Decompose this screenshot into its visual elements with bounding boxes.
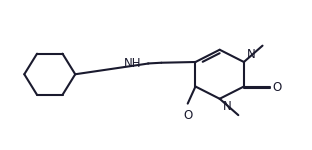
Text: O: O <box>273 81 282 94</box>
Text: N: N <box>223 100 232 113</box>
Text: NH: NH <box>124 57 141 70</box>
Text: N: N <box>247 48 256 61</box>
Text: O: O <box>183 109 192 122</box>
